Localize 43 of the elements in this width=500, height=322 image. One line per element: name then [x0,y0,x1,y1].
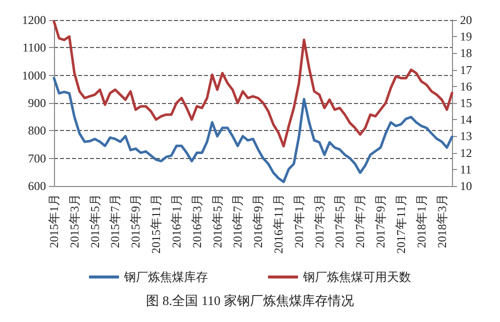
y-tick-label: 900 [28,96,46,110]
x-tick-label: 2018年3月 [434,194,449,248]
x-tick-label: 2018年1月 [414,194,428,248]
x-tick-label: 2015年1月 [47,194,61,248]
x-tick-label: 2015年9月 [128,194,143,248]
y2-tick-label: 14 [460,112,472,127]
x-tick-label: 2017年9月 [374,194,388,248]
x-tick-label: 2016年5月 [210,194,224,248]
x-tick-label: 2016年9月 [251,194,266,248]
legend-label: 钢厂炼焦煤可用天数 [302,270,411,284]
y-tick-label: 700 [28,151,46,166]
x-tick-label: 2016年11月 [272,194,286,254]
y-tick-label: 1000 [22,68,46,82]
y-tick-label: 800 [28,124,46,138]
text: 图 8.全国 110 家钢厂炼焦煤库存情况 [146,293,354,308]
y2-tick-label: 12 [460,146,472,160]
line-series [52,76,454,184]
y2-tick-label: 15 [460,96,472,110]
y-tick-label: 1100 [22,40,46,55]
x-tick-label: 2017年7月 [353,194,368,248]
y-tick-label: 1200 [22,13,46,27]
x-tick-label: 2016年3月 [190,194,204,248]
y2-tick-label: 16 [460,79,472,94]
y2-tick-label: 10 [460,179,472,193]
legend-label: 钢厂炼焦煤库存 [123,270,208,284]
line-series [52,20,454,148]
y2-tick-label: 19 [460,30,472,44]
y2-tick-label: 13 [460,129,472,144]
x-tick-label: 2017年11月 [394,194,408,254]
x-tick-label: 2017年1月 [292,194,306,248]
y2-tick-label: 11 [460,162,472,176]
x-tick-label: 2017年3月 [312,194,326,248]
y2-tick-label: 20 [460,13,472,27]
x-tick-label: 2015年3月 [67,194,82,248]
x-tick-label: 2015年7月 [108,194,122,248]
x-tick-label: 2017年5月 [332,194,347,248]
x-tick-label: 2015年11月 [149,194,164,254]
y-tick-label: 600 [28,179,46,193]
y2-tick-label: 18 [460,46,472,60]
x-tick-label: 2016年7月 [230,194,245,248]
x-tick-label: 2016年1月 [169,194,184,248]
x-tick-label: 2015年5月 [88,194,102,248]
y2-tick-label: 17 [460,62,472,77]
